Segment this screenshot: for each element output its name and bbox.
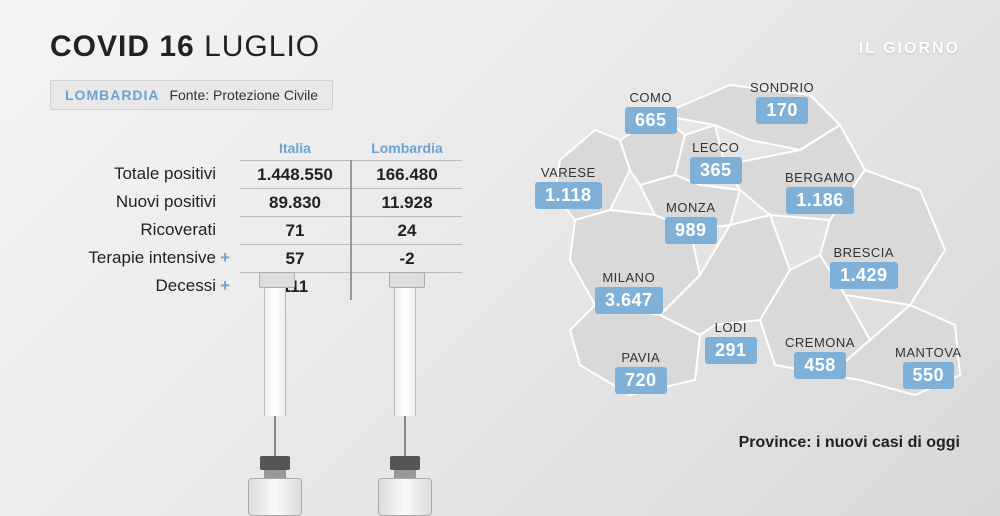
province-name: LECCO	[690, 140, 742, 155]
province-value: 550	[903, 362, 955, 389]
province-name: COMO	[625, 90, 677, 105]
subtitle-bar: LOMBARDIA Fonte: Protezione Civile	[50, 80, 333, 110]
province-mantova: MANTOVA 550	[895, 345, 962, 389]
province-value: 291	[705, 337, 757, 364]
province-como: COMO 665	[625, 90, 677, 134]
province-value: 1.118	[535, 182, 602, 209]
province-name: BRESCIA	[830, 245, 898, 260]
province-name: CREMONA	[785, 335, 855, 350]
syringe-illustration	[210, 286, 470, 516]
province-varese: VARESE 1.118	[535, 165, 602, 209]
province-value: 665	[625, 107, 677, 134]
col-header-lombardia: Lombardia	[352, 140, 462, 160]
province-sondrio: SONDRIO 170	[750, 80, 814, 124]
province-value: 3.647	[595, 287, 663, 314]
lombardy-map: COMO 665 SONDRIO 170 LECCO 365 VARESE 1.118 MONZ…	[500, 70, 970, 470]
page-title: COVID 16 LUGLIO	[50, 30, 320, 64]
row-val-lombardia: 11.928	[352, 188, 462, 216]
province-value: 720	[615, 367, 667, 394]
syringe-italia	[240, 286, 310, 516]
table-row: Ricoverati7124	[50, 216, 480, 244]
province-name: PAVIA	[615, 350, 667, 365]
province-name: SONDRIO	[750, 80, 814, 95]
province-pavia: PAVIA 720	[615, 350, 667, 394]
source-prefix: Fonte:	[169, 87, 209, 103]
source-name: Protezione Civile	[213, 87, 318, 103]
col-header-italia: Italia	[240, 140, 350, 160]
province-name: MILANO	[595, 270, 663, 285]
table-row: Totale positivi1.448.550166.480	[50, 160, 480, 188]
province-name: MONZA	[665, 200, 717, 215]
row-val-italia: 89.830	[240, 188, 350, 216]
row-val-italia: 71	[240, 216, 350, 244]
title-date: 16	[159, 30, 194, 63]
province-value: 1.186	[786, 187, 854, 214]
province-name: LODI	[705, 320, 757, 335]
province-cremona: CREMONA 458	[785, 335, 855, 379]
row-val-lombardia: 24	[352, 216, 462, 244]
table-row: Nuovi positivi89.83011.928	[50, 188, 480, 216]
province-lodi: LODI 291	[705, 320, 757, 364]
row-val-lombardia: 166.480	[352, 160, 462, 188]
province-bergamo: BERGAMO 1.186	[785, 170, 855, 214]
province-brescia: BRESCIA 1.429	[830, 245, 898, 289]
province-name: VARESE	[535, 165, 602, 180]
infographic-root: COVID 16 LUGLIO IL GIORNO LOMBARDIA Font…	[0, 0, 1000, 516]
province-value: 170	[756, 97, 808, 124]
province-value: 989	[665, 217, 717, 244]
table-row: Terapie intensive+57-2	[50, 244, 480, 272]
region-label: LOMBARDIA	[65, 87, 160, 103]
province-lecco: LECCO 365	[690, 140, 742, 184]
title-month: LUGLIO	[204, 30, 320, 63]
stats-header: Italia Lombardia	[50, 140, 480, 160]
row-val-italia: 1.448.550	[240, 160, 350, 188]
row-label: Totale positivi	[50, 164, 240, 184]
province-name: BERGAMO	[785, 170, 855, 185]
row-label: Terapie intensive+	[50, 248, 240, 268]
province-milano: MILANO 3.647	[595, 270, 663, 314]
syringe-lombardia	[370, 286, 440, 516]
province-name: MANTOVA	[895, 345, 962, 360]
row-label: Ricoverati	[50, 220, 240, 240]
map-caption: Province: i nuovi casi di oggi	[739, 434, 960, 452]
title-covid: COVID	[50, 30, 150, 63]
province-value: 365	[690, 157, 742, 184]
province-value: 458	[794, 352, 846, 379]
province-monza: MONZA 989	[665, 200, 717, 244]
row-val-lombardia: -2	[352, 244, 462, 272]
row-label: Nuovi positivi	[50, 192, 240, 212]
province-value: 1.429	[830, 262, 898, 289]
brand-logo: IL GIORNO	[859, 40, 960, 58]
plus-icon: +	[216, 248, 230, 268]
row-val-italia: 57	[240, 244, 350, 272]
